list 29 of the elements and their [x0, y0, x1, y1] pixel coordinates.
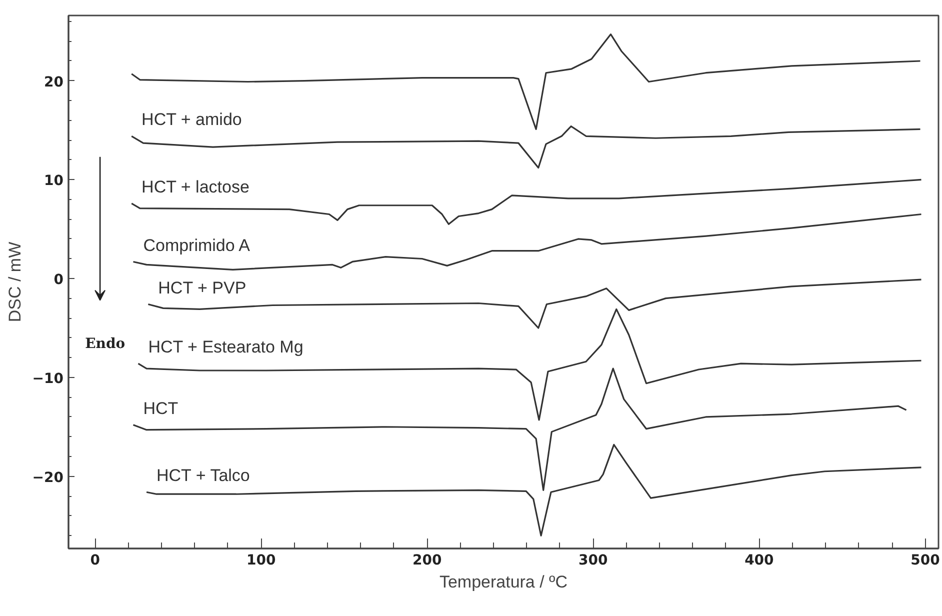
x-tick-label: 500 [910, 552, 940, 568]
line-series [132, 213, 922, 270]
annotation: Endo [85, 336, 126, 352]
y-tick-label: −10 [32, 370, 64, 387]
y-tick-label: 20 [44, 74, 64, 90]
x-tick-label: 0 [90, 552, 100, 568]
line-series [130, 33, 922, 130]
series-label: HCT + Talco [156, 466, 250, 486]
x-tick-label: 100 [246, 552, 276, 568]
line-series [146, 444, 922, 536]
line-series [147, 278, 922, 329]
y-tick-label: 10 [44, 173, 64, 190]
series-label: Comprimido A [143, 236, 251, 255]
line-series [130, 178, 922, 225]
y-tick-label: −20 [32, 470, 64, 486]
series-label: HCT + amido [142, 110, 242, 130]
line-series [132, 368, 908, 491]
y-tick-label: 0 [54, 272, 64, 288]
x-tick-label: 200 [412, 552, 442, 568]
series-label: HCT [143, 398, 178, 418]
x-axis-title: Temperatura / ºC [439, 572, 568, 592]
line-series [130, 125, 922, 169]
x-tick-label: 300 [578, 552, 608, 568]
y-axis-title: DSC / mW [5, 242, 24, 322]
series-label: HCT + Estearato Mg [148, 338, 304, 357]
x-tick-label: 400 [744, 552, 774, 568]
line-series [137, 308, 922, 421]
series-label: HCT + PVP [158, 278, 246, 298]
series-label: HCT + lactose [142, 177, 250, 196]
